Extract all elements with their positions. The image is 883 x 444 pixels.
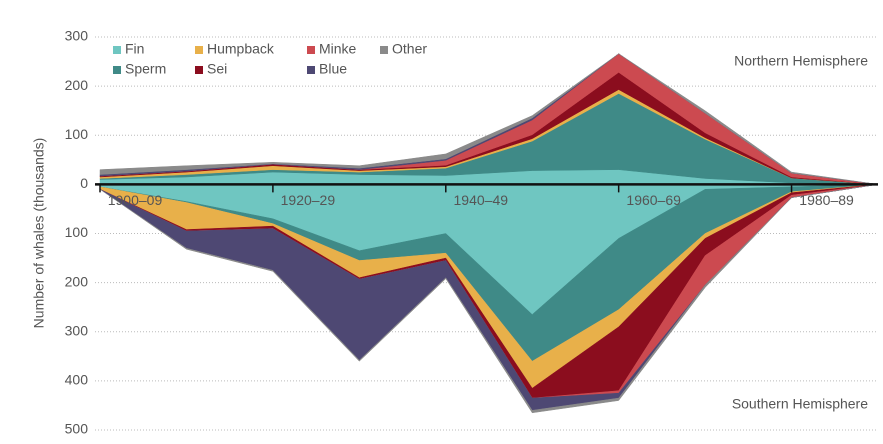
legend-label: Sei	[207, 61, 227, 77]
legend-swatch	[380, 46, 388, 54]
legend-label: Other	[392, 41, 427, 57]
legend-label: Minke	[319, 41, 357, 57]
y-tick-label: 300	[65, 28, 89, 44]
legend-swatch	[113, 46, 121, 54]
legend-label: Humpback	[207, 41, 275, 57]
x-tick-label: 1940–49	[454, 192, 509, 208]
legend-swatch	[307, 66, 315, 74]
y-tick-label: 200	[65, 273, 89, 289]
legend-swatch	[307, 46, 315, 54]
y-tick-label: 500	[65, 421, 89, 437]
legend-label: Blue	[319, 61, 347, 77]
area	[99, 53, 879, 185]
area-layer	[99, 53, 879, 414]
y-tick-label: 400	[65, 372, 89, 388]
legend-swatch	[113, 66, 121, 74]
y-tick-label: 100	[65, 224, 89, 240]
y-tick-label: 0	[80, 175, 88, 191]
legend-label: Fin	[125, 41, 144, 57]
x-tick-label: 1980–89	[799, 192, 854, 208]
y-tick-label: 200	[65, 77, 89, 93]
x-tick-label: 1920–29	[281, 192, 336, 208]
legend-label: Sperm	[125, 61, 166, 77]
y-tick-label: 300	[65, 322, 89, 338]
annotation: Southern Hemisphere	[732, 396, 868, 412]
y-axis-label: Number of whales (thousands)	[31, 138, 47, 329]
legend-swatch	[195, 66, 203, 74]
y-tick-label: 100	[65, 126, 89, 142]
legend-swatch	[195, 46, 203, 54]
x-tick-label: 1960–69	[626, 192, 681, 208]
annotation: Northern Hemisphere	[734, 53, 868, 69]
x-tick-label: 1900–09	[108, 192, 163, 208]
